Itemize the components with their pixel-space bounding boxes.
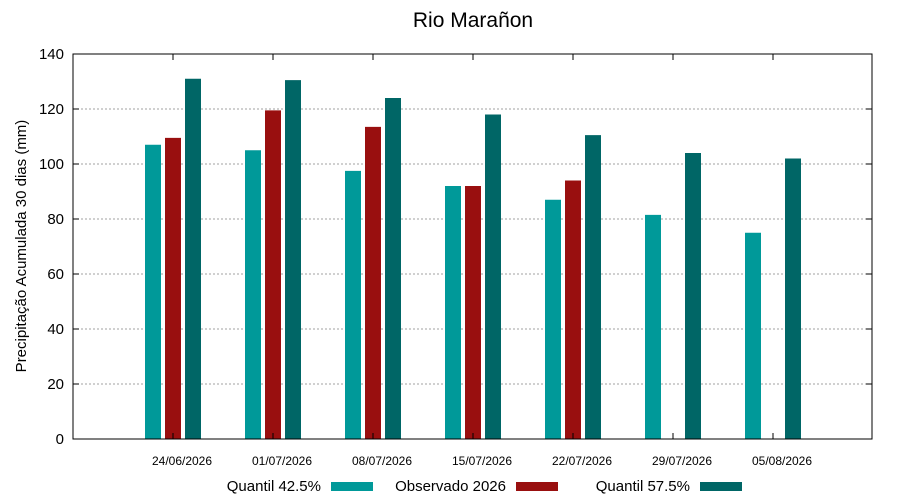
legend-label-1: Observado 2026 [395,478,506,495]
legend-label-2: Quantil 57.5% [596,478,690,495]
grid-lines [73,108,872,385]
y-tick-label: 100 [39,156,64,173]
y-tick-label: 120 [39,101,64,118]
bar-series-2-3 [485,114,501,439]
legend-swatch-1 [516,482,558,491]
x-axis-ticks: 24/06/2026 01/07/2026 08/07/2026 15/07/2026… [152,54,812,468]
bar-series-0-2 [345,170,361,439]
bar-series-2-5 [685,153,701,439]
x-tick-label: 15/07/2026 [452,454,512,468]
bar-series-2-6 [785,158,801,439]
bar-series-0-4 [545,199,561,439]
legend: Quantil 42.5% Observado 2026 Quantil 57.5% [227,478,742,495]
y-tick-label: 0 [56,431,64,448]
bar-series-0-3 [445,186,461,439]
x-tick-label: 01/07/2026 [252,454,312,468]
y-tick-label: 80 [47,211,64,228]
x-tick-label: 29/07/2026 [652,454,712,468]
bar-series-1-0 [165,137,181,439]
y-axis-ticks: 0 20 40 60 80 100 120 140 [39,46,872,448]
x-tick-label: 08/07/2026 [352,454,412,468]
bar-series-2-4 [585,135,601,439]
bar-series-0-6 [745,232,761,439]
bar-series-0-5 [645,214,661,439]
bars [145,78,801,439]
legend-swatch-2 [700,482,742,491]
legend-label-0: Quantil 42.5% [227,478,321,495]
bar-series-1-2 [365,126,381,439]
bar-series-0-1 [245,150,261,439]
x-tick-label: 22/07/2026 [552,454,612,468]
bar-series-1-3 [465,186,481,439]
y-axis-label: Precipitação Acumulada 30 dias (mm) [13,120,30,373]
bar-series-2-2 [385,98,401,439]
bar-series-2-0 [185,78,201,439]
y-tick-label: 60 [47,266,64,283]
legend-swatch-0 [331,482,373,491]
y-tick-label: 20 [47,376,64,393]
bar-series-2-1 [285,80,301,439]
x-tick-label: 24/06/2026 [152,454,212,468]
y-tick-label: 140 [39,46,64,63]
bar-series-0-0 [145,144,161,439]
chart-title: Rio Marañon [413,9,533,32]
x-tick-label: 05/08/2026 [752,454,812,468]
bar-series-1-4 [565,180,581,439]
bar-series-1-1 [265,110,281,439]
y-tick-label: 40 [47,321,64,338]
